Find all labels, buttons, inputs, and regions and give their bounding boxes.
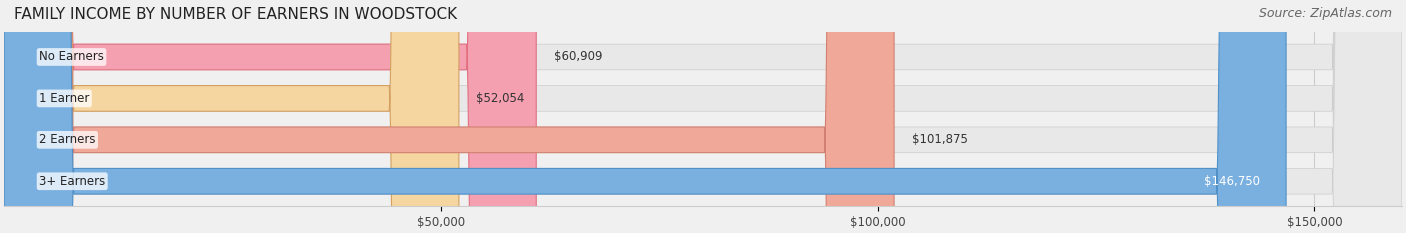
Text: $101,875: $101,875 bbox=[911, 133, 967, 146]
Text: Source: ZipAtlas.com: Source: ZipAtlas.com bbox=[1258, 7, 1392, 20]
FancyBboxPatch shape bbox=[4, 0, 894, 233]
Text: FAMILY INCOME BY NUMBER OF EARNERS IN WOODSTOCK: FAMILY INCOME BY NUMBER OF EARNERS IN WO… bbox=[14, 7, 457, 22]
Text: 1 Earner: 1 Earner bbox=[39, 92, 90, 105]
FancyBboxPatch shape bbox=[4, 0, 1402, 233]
FancyBboxPatch shape bbox=[4, 0, 1402, 233]
Text: 3+ Earners: 3+ Earners bbox=[39, 175, 105, 188]
Text: No Earners: No Earners bbox=[39, 51, 104, 63]
Text: $146,750: $146,750 bbox=[1204, 175, 1260, 188]
FancyBboxPatch shape bbox=[4, 0, 1402, 233]
FancyBboxPatch shape bbox=[4, 0, 1286, 233]
Text: 2 Earners: 2 Earners bbox=[39, 133, 96, 146]
FancyBboxPatch shape bbox=[4, 0, 536, 233]
FancyBboxPatch shape bbox=[4, 0, 1402, 233]
Text: $60,909: $60,909 bbox=[554, 51, 602, 63]
FancyBboxPatch shape bbox=[4, 0, 458, 233]
Text: $52,054: $52,054 bbox=[477, 92, 524, 105]
